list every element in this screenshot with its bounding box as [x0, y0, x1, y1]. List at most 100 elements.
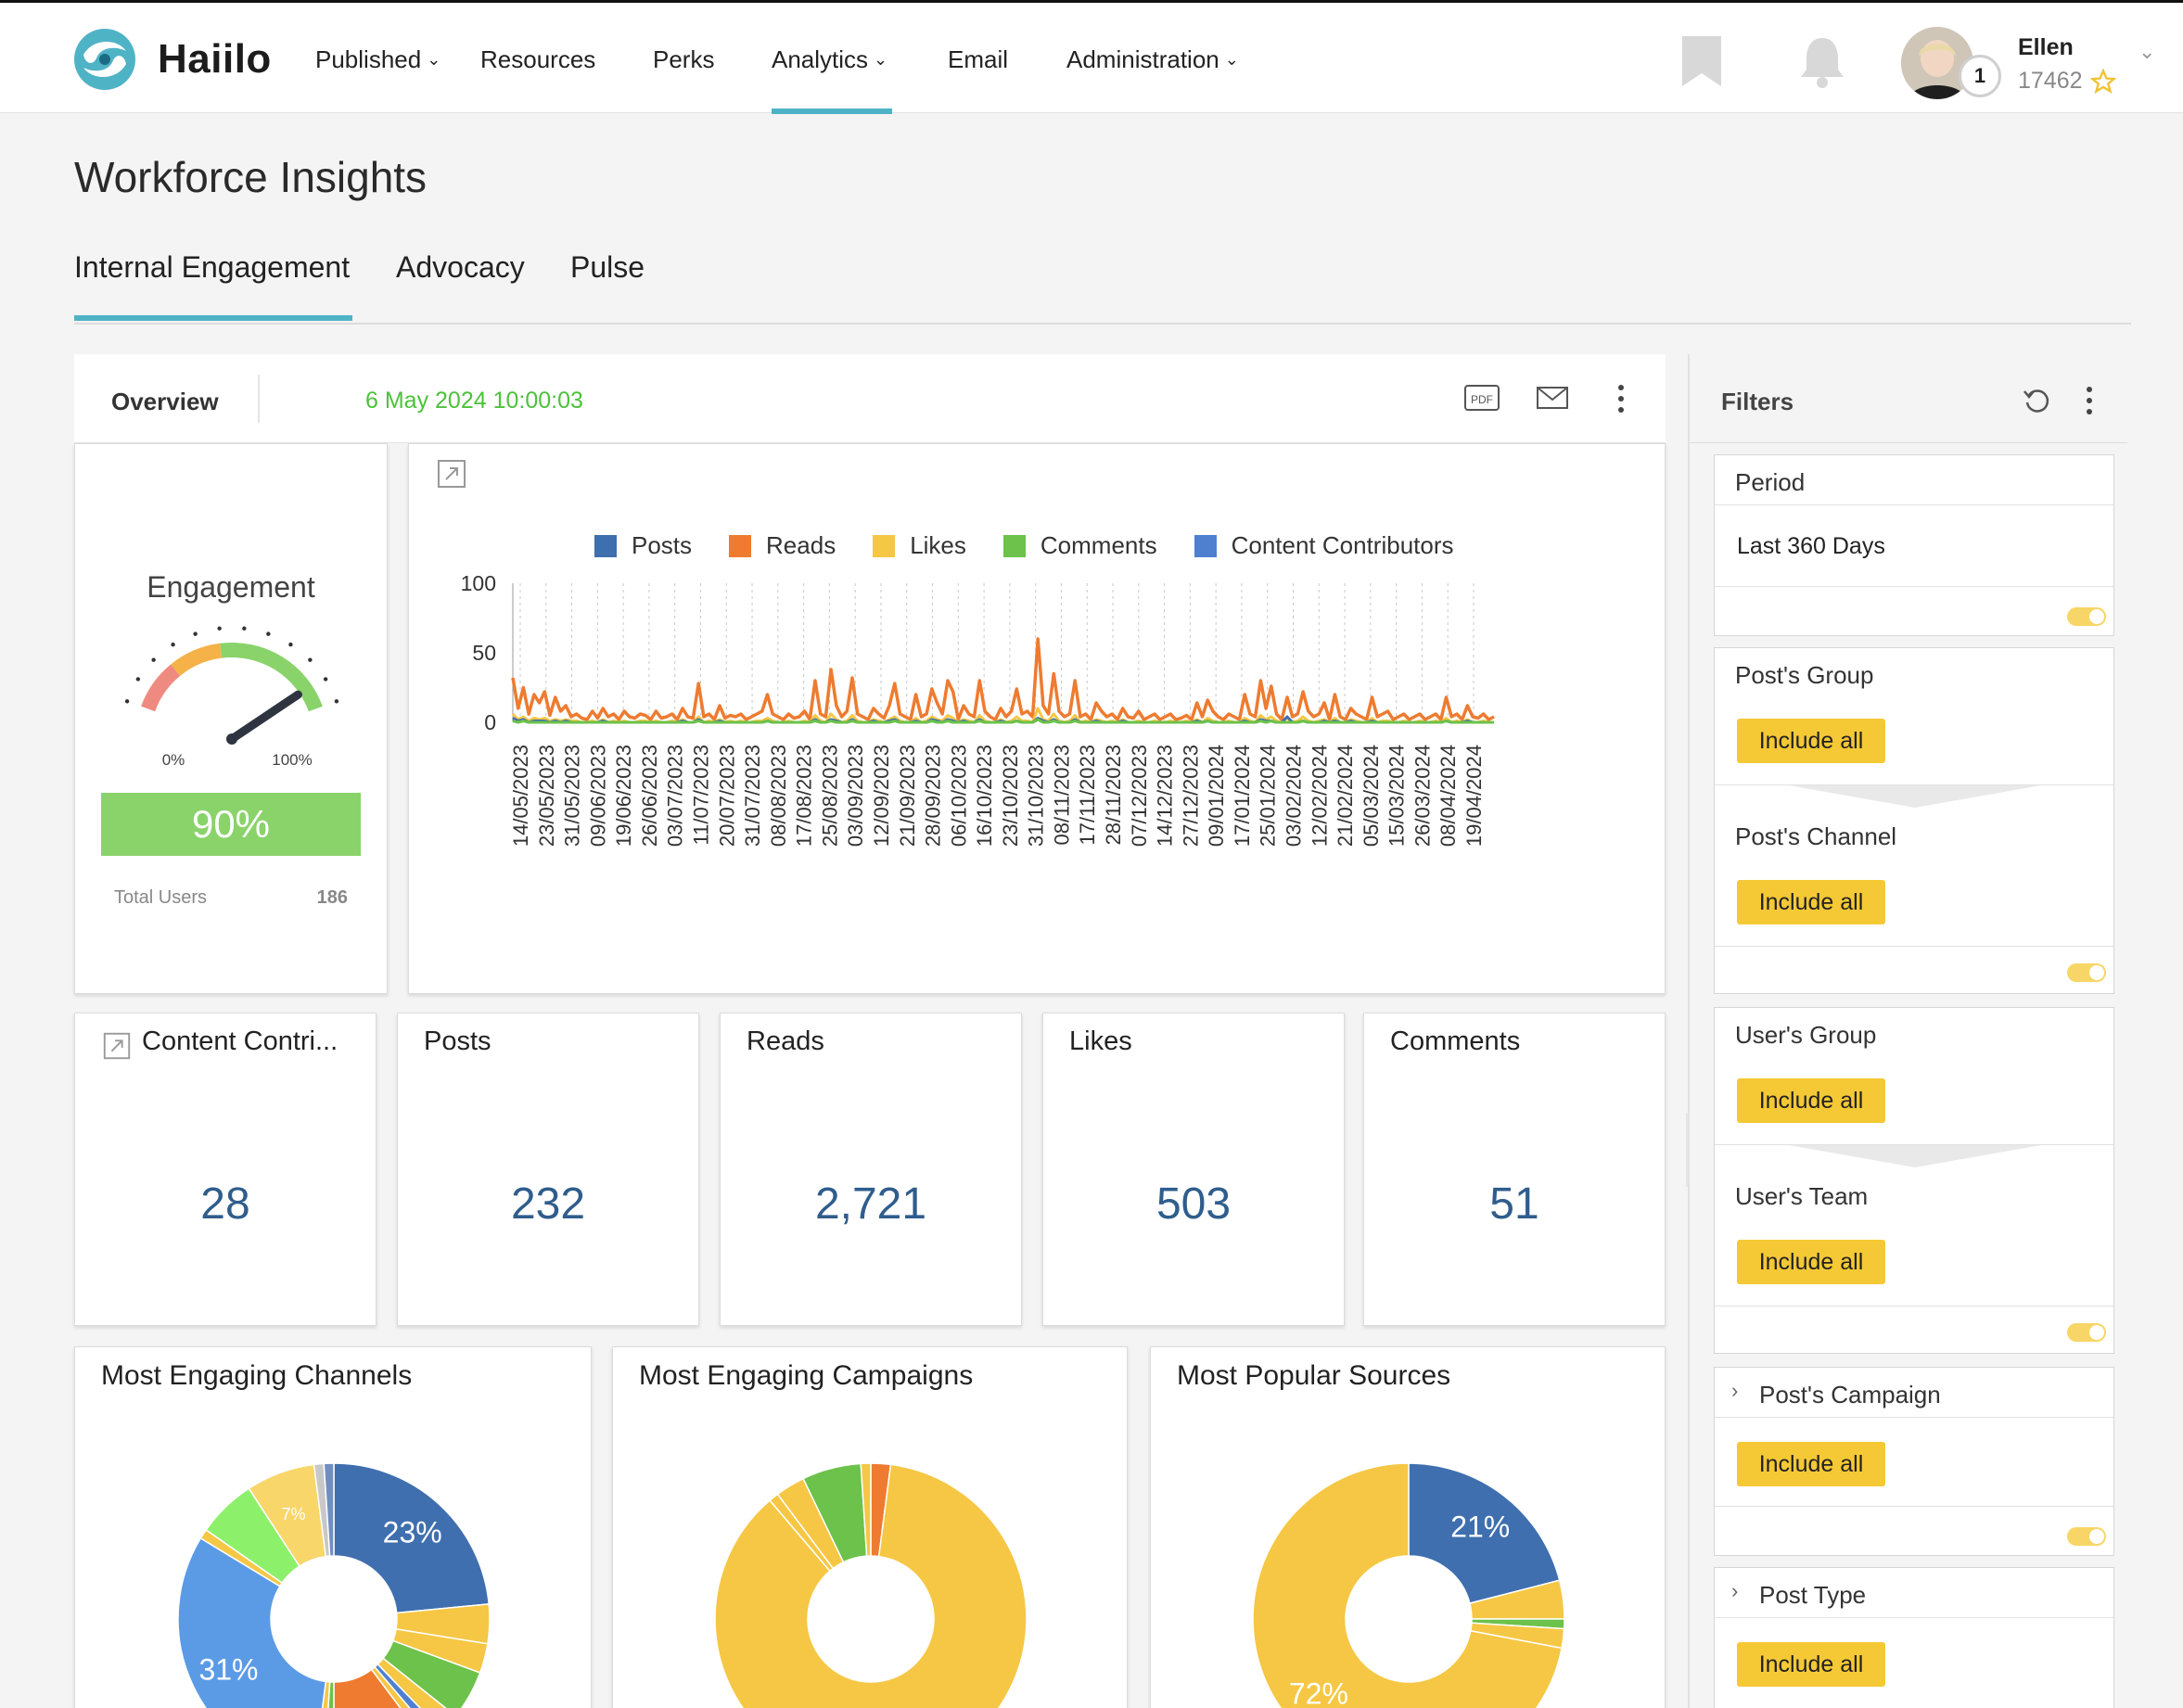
- legend-label: Comments: [1040, 531, 1157, 559]
- filter-users-team: User's Team Include all: [1715, 1145, 2113, 1306]
- tab-internal-engagement[interactable]: Internal Engagement: [74, 250, 351, 284]
- stat-title: Reads: [747, 1026, 824, 1056]
- donut-slice[interactable]: [1252, 1462, 1563, 1708]
- stat-value: 51: [1489, 1179, 1539, 1229]
- gauge-tick-dot: [124, 699, 130, 704]
- user-photo: [1901, 27, 1973, 99]
- x-tick-label: 03/09/2023: [844, 745, 867, 847]
- users-filter-toggle[interactable]: [2067, 1323, 2106, 1342]
- haiilo-logo-icon: [74, 29, 135, 90]
- engagement-percentage: 90%: [101, 793, 361, 856]
- bell-icon[interactable]: [1797, 34, 1847, 88]
- legend-label: Reads: [766, 531, 836, 559]
- posts-group-include-all-button[interactable]: Include all: [1737, 719, 1885, 763]
- donut-slice[interactable]: [860, 1462, 872, 1557]
- slice-label: 7%: [281, 1505, 305, 1523]
- gauge-band-orange: [171, 643, 223, 677]
- x-tick-label: 28/11/2023: [1102, 745, 1125, 845]
- nav-email[interactable]: Email: [948, 45, 1008, 74]
- gauge-tick-dot: [193, 631, 198, 636]
- gauge-tick-dot: [171, 642, 175, 647]
- donut-slice[interactable]: [177, 1536, 327, 1708]
- legend-posts[interactable]: Posts: [594, 531, 692, 560]
- gauge-tick-dot: [135, 677, 141, 682]
- filter-posts-campaign-header[interactable]: › Post's Campaign: [1715, 1368, 2113, 1418]
- pdf-export-icon[interactable]: PDF: [1463, 382, 1500, 414]
- filter-period: Period Last 360 Days: [1714, 454, 2114, 636]
- email-icon[interactable]: [1536, 382, 1569, 414]
- filter-label: User's Group: [1735, 1021, 1877, 1049]
- filter-posts-channel: Post's Channel Include all: [1715, 785, 2113, 947]
- nav-perks[interactable]: Perks: [653, 45, 714, 74]
- legend-reads[interactable]: Reads: [729, 531, 836, 560]
- tab-pulse[interactable]: Pulse: [570, 250, 645, 284]
- gauge-hub: [226, 733, 237, 745]
- most-engaging-channels-card: Most Engaging Channels 23%10%31%7%: [74, 1346, 592, 1708]
- more-options-icon[interactable]: [2083, 384, 2096, 417]
- nav-resources[interactable]: Resources: [480, 45, 595, 74]
- nav-analytics[interactable]: Analytics ⌄: [772, 45, 887, 74]
- user-name: Ellen: [2018, 34, 2074, 60]
- expand-icon[interactable]: [435, 457, 468, 491]
- donut-slice[interactable]: [333, 1462, 491, 1614]
- donut-slice[interactable]: [714, 1463, 1028, 1708]
- x-tick-label: 12/02/2024: [1308, 745, 1331, 847]
- x-tick-label: 19/06/2023: [612, 745, 635, 847]
- filter-label: Period: [1735, 468, 1806, 496]
- filter-post-type-header[interactable]: › Post Type: [1715, 1568, 2113, 1618]
- campaigns-donut-chart: [714, 1462, 1028, 1708]
- nav-published[interactable]: Published ⌄: [315, 45, 440, 74]
- more-options-icon[interactable]: [1614, 382, 1628, 415]
- nav-administration[interactable]: Administration ⌄: [1066, 45, 1239, 74]
- posts-campaign-include-all-button[interactable]: Include all: [1737, 1442, 1885, 1486]
- reset-icon[interactable]: [2022, 386, 2053, 417]
- stat-card-reads: Reads 2,721: [720, 1013, 1022, 1326]
- x-tick-label: 21/02/2024: [1334, 745, 1357, 847]
- x-tick-label: 17/11/2023: [1076, 745, 1099, 845]
- tab-advocacy[interactable]: Advocacy: [396, 250, 525, 284]
- legend-content-contributors[interactable]: Content Contributors: [1194, 531, 1454, 560]
- stat-value: 2,721: [814, 1179, 927, 1229]
- nav-resources-label: Resources: [480, 45, 596, 73]
- donut-slice[interactable]: [323, 1462, 335, 1557]
- user-menu-chevron-icon[interactable]: ⌄: [2138, 40, 2156, 63]
- posts-filter-toggle[interactable]: [2067, 963, 2106, 982]
- filter-label: User's Team: [1735, 1182, 1869, 1210]
- filter-label: Post's Campaign: [1759, 1381, 1941, 1408]
- chevron-down-icon: ⌄: [427, 50, 441, 69]
- filter-posts-group: Post's Group Include all: [1715, 648, 2113, 785]
- x-tick-label: 08/08/2023: [767, 745, 790, 847]
- campaign-filter-toggle[interactable]: [2067, 1527, 2106, 1546]
- post-type-include-all-button[interactable]: Include all: [1737, 1642, 1885, 1687]
- x-tick-label: 03/07/2023: [664, 745, 687, 847]
- slice-label: 72%: [1289, 1676, 1348, 1708]
- donut-slice[interactable]: [333, 1668, 427, 1708]
- y-tick-label: 100: [461, 574, 496, 595]
- legend-likes[interactable]: Likes: [873, 531, 966, 560]
- bookmark-icon[interactable]: [1680, 34, 1723, 88]
- filter-label: Post's Channel: [1735, 822, 1897, 850]
- chevron-down-icon: ⌄: [874, 50, 888, 69]
- divider: [258, 375, 260, 423]
- legend-swatch: [1002, 534, 1026, 557]
- filter-period-value-row[interactable]: Last 360 Days: [1715, 505, 2113, 587]
- legend-comments[interactable]: Comments: [1002, 531, 1157, 560]
- expand-icon[interactable]: [101, 1030, 133, 1062]
- filter-posts-campaign: › Post's Campaign Include all: [1714, 1367, 2114, 1556]
- stat-card-comments: Comments 51: [1363, 1013, 1666, 1326]
- filter-users-group-team: User's Group Include all User's Team Inc…: [1714, 1007, 2114, 1354]
- app-logo[interactable]: Haiilo: [72, 27, 272, 92]
- engagement-title: Engagement: [147, 570, 315, 604]
- x-tick-label: 09/01/2024: [1205, 745, 1228, 847]
- x-tick-label: 21/09/2023: [896, 745, 919, 847]
- series-line-comments: [512, 718, 1494, 724]
- donut-slice[interactable]: [1408, 1462, 1561, 1605]
- posts-channel-include-all-button[interactable]: Include all: [1737, 880, 1885, 924]
- users-team-include-all-button[interactable]: Include all: [1737, 1240, 1885, 1284]
- y-tick-label: 50: [472, 641, 496, 665]
- period-toggle[interactable]: [2067, 607, 2106, 626]
- users-group-include-all-button[interactable]: Include all: [1737, 1078, 1885, 1123]
- nav-published-label: Published: [315, 45, 422, 73]
- total-users-value: 186: [316, 887, 348, 908]
- gauge-tick-dot: [266, 631, 271, 636]
